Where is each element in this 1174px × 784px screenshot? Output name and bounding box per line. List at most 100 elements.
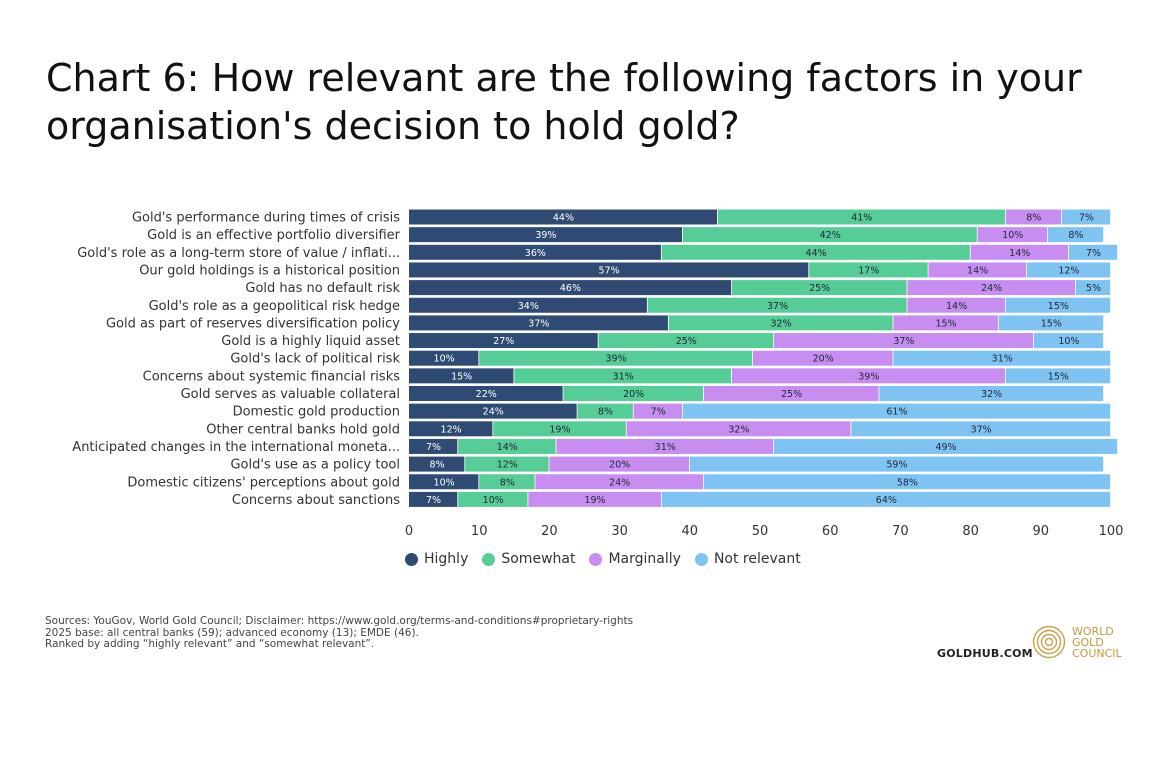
bar-segment-marginally <box>549 456 689 472</box>
bar-segment-highly <box>409 315 668 331</box>
bar-segment-highly <box>409 386 563 401</box>
wgc-logo: WORLD GOLD COUNCIL <box>1032 625 1122 659</box>
category-label: Gold's use as a policy tool <box>230 458 400 473</box>
data-label-marginally: 20% <box>813 354 834 365</box>
x-tick-label: 50 <box>752 524 769 539</box>
bar-segment-marginally <box>893 315 998 331</box>
legend-item-marginally[interactable]: Marginally <box>589 551 681 567</box>
bar-segment-somewhat <box>717 209 1005 225</box>
bar-segment-marginally <box>535 474 704 490</box>
legend-swatch-not-relevant <box>694 552 708 566</box>
legend-item-somewhat[interactable]: Somewhat <box>482 551 575 567</box>
bar-segment-somewhat <box>479 350 753 366</box>
data-label-not-relevant: 7% <box>1086 248 1101 259</box>
bar-segment-marginally <box>1005 209 1062 225</box>
data-label-highly: 24% <box>483 407 504 418</box>
category-label: Our gold holdings is a historical positi… <box>139 263 400 278</box>
bar-segment-highly <box>409 474 479 490</box>
footnote-base: 2025 base: all central banks (59); advan… <box>45 626 419 639</box>
bar-segment-not-relevant <box>1061 209 1111 225</box>
legend-swatch-somewhat <box>482 552 496 566</box>
bar-segment-marginally <box>703 386 879 401</box>
data-label-somewhat: 42% <box>820 230 841 241</box>
x-tick-label: 0 <box>405 524 413 539</box>
wgc-logo-word: COUNCIL <box>1072 646 1122 660</box>
stacked-bar-chart: 44% 41% 8% 7%39% 42% 10% 8%36% 44% 14% 7%57% 17% 14… <box>72 209 1124 539</box>
data-label-marginally: 7% <box>651 407 666 418</box>
category-label: Anticipated changes in the international… <box>72 440 400 455</box>
data-label-not-relevant: 49% <box>935 442 956 453</box>
bar-segment-marginally <box>731 368 1005 384</box>
data-label-marginally: 32% <box>728 424 749 435</box>
x-tick-label: 60 <box>822 524 839 539</box>
bar-segment-highly <box>409 438 458 454</box>
category-label: Other central banks hold gold <box>206 422 400 437</box>
data-label-not-relevant: 12% <box>1058 265 1079 276</box>
bar-segment-highly <box>409 491 458 507</box>
bar-segment-highly <box>409 456 465 472</box>
bar-segment-marginally <box>626 421 851 437</box>
x-tick-label: 20 <box>541 524 558 539</box>
data-label-marginally: 14% <box>967 265 988 276</box>
data-label-highly: 8% <box>430 460 445 471</box>
goldhub-link[interactable]: GOLDHUB.COM <box>937 647 1033 660</box>
bar-segment-marginally <box>528 491 661 507</box>
data-label-highly: 15% <box>451 371 472 382</box>
data-label-highly: 10% <box>434 354 455 365</box>
bar-segment-not-relevant <box>703 474 1111 490</box>
x-axis-group: 0 10 20 30 40 50 60 70 80 90 100 <box>405 524 1124 539</box>
data-label-highly: 39% <box>535 230 556 241</box>
category-label: Gold serves as valuable collateral <box>181 387 400 402</box>
data-label-marginally: 24% <box>609 477 630 488</box>
data-label-marginally: 15% <box>935 318 956 329</box>
legend-item-not-relevant[interactable]: Not relevant <box>694 551 801 567</box>
data-label-somewhat: 17% <box>858 265 879 276</box>
data-label-not-relevant: 61% <box>886 407 907 418</box>
category-label: Gold's lack of political risk <box>230 352 400 367</box>
bar-segment-not-relevant <box>1026 262 1111 278</box>
data-label-not-relevant: 7% <box>1079 213 1094 224</box>
bar-segment-marginally <box>928 262 1026 278</box>
data-label-not-relevant: 10% <box>1058 336 1079 347</box>
x-tick-label: 10 <box>471 524 488 539</box>
bar-segment-highly <box>409 421 493 437</box>
category-label: Gold's role as a long-term store of valu… <box>77 246 400 261</box>
bar-segment-marginally <box>977 227 1048 243</box>
bar-segment-somewhat <box>668 315 893 331</box>
bar-segment-highly <box>409 297 647 313</box>
bar-segment-not-relevant <box>893 350 1111 366</box>
data-label-somewhat: 44% <box>806 248 827 259</box>
legend-label-marginally: Marginally <box>608 551 681 567</box>
data-label-highly: 46% <box>560 283 581 294</box>
bar-segment-somewhat <box>458 438 556 454</box>
bar-segment-not-relevant <box>1005 368 1111 384</box>
bar-segment-highly <box>409 368 514 384</box>
footnotes: Sources: YouGov, World Gold Council; Dis… <box>45 615 633 651</box>
bar-segment-marginally <box>970 244 1069 260</box>
x-tick-label: 40 <box>682 524 699 539</box>
wgc-logo-word: GOLD <box>1072 635 1104 649</box>
bar-segment-not-relevant <box>682 403 1111 419</box>
data-label-somewhat: 10% <box>483 495 504 506</box>
data-label-marginally: 19% <box>584 495 605 506</box>
legend-item-highly[interactable]: Highly <box>405 551 468 567</box>
bar-segment-marginally <box>907 280 1076 296</box>
data-label-somewhat: 8% <box>500 477 515 488</box>
bar-segment-marginally <box>774 333 1033 349</box>
data-label-somewhat: 32% <box>770 318 791 329</box>
bar-segment-somewhat <box>647 297 907 313</box>
data-label-marginally: 10% <box>1002 230 1023 241</box>
data-label-highly: 22% <box>476 389 497 400</box>
x-tick-label: 80 <box>962 524 979 539</box>
bar-segment-somewhat <box>809 262 928 278</box>
category-label: Gold's performance during times of crisi… <box>132 211 400 226</box>
bar-segment-somewhat <box>731 280 907 296</box>
data-label-somewhat: 39% <box>606 354 627 365</box>
data-label-highly: 27% <box>493 336 514 347</box>
bar-segment-not-relevant <box>1033 333 1104 349</box>
data-label-highly: 7% <box>426 442 441 453</box>
data-label-somewhat: 31% <box>613 371 634 382</box>
bar-segment-highly <box>409 227 682 243</box>
wgc-logo-word: WORLD <box>1072 624 1114 638</box>
data-label-marginally: 25% <box>781 389 802 400</box>
